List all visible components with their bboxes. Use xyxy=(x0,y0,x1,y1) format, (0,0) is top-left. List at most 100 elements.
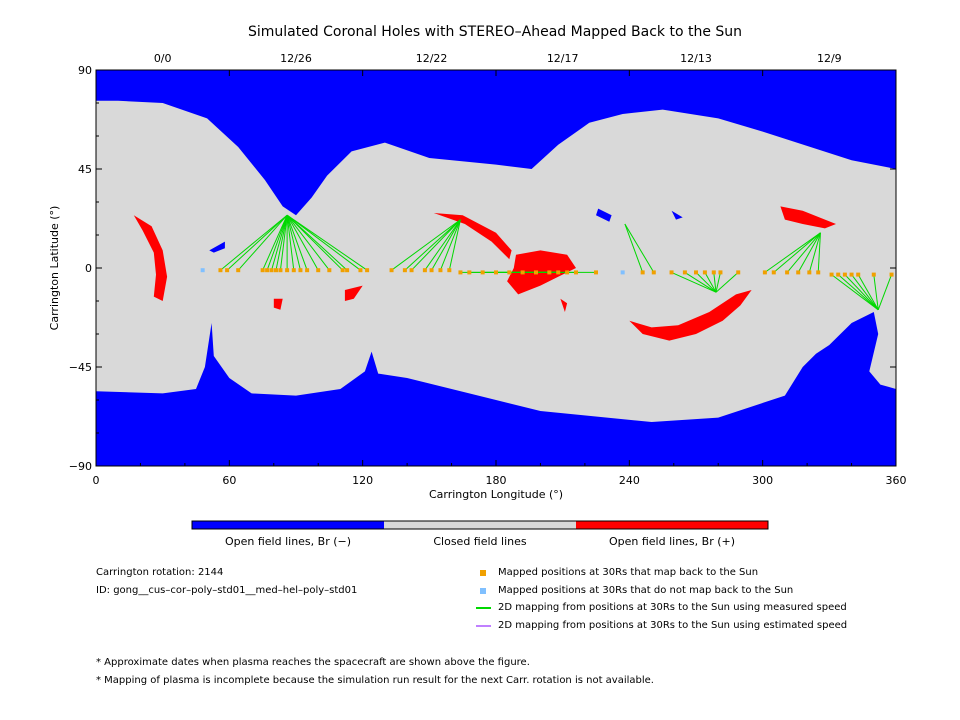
x-tick-label-360: 360 xyxy=(886,474,907,487)
open-positive-red-blob-2 xyxy=(780,206,836,229)
mapped-point-5 xyxy=(269,268,274,273)
x-axis: 0 60 120 180 240 300 360 xyxy=(93,70,907,487)
mapped-point-7 xyxy=(278,268,283,273)
top-date-label-5: 12/9 xyxy=(817,52,842,65)
mapping-line-38 xyxy=(624,223,655,273)
mapped-point-12 xyxy=(316,268,321,273)
note-dates: * Approximate dates when plasma reaches … xyxy=(96,657,530,668)
mapped-point-52 xyxy=(829,272,834,277)
mapping-line-57 xyxy=(873,274,879,310)
x-tick-label-180: 180 xyxy=(486,474,507,487)
mapped-point-17 xyxy=(365,268,370,273)
mapping-line-1 xyxy=(226,214,288,271)
top-date-axis: 0/0 12/26 12/22 12/17 12/13 12/9 xyxy=(154,52,842,65)
y-axis: −90 −45 0 45 90 xyxy=(69,64,896,473)
mapped-point-32 xyxy=(547,270,552,275)
mapped-point-30 xyxy=(520,270,525,275)
legend-item-mapped-label: Mapped positions at 30Rs that map back t… xyxy=(498,567,759,578)
colorbar-label-1: Closed field lines xyxy=(433,535,527,548)
mapped-point-8 xyxy=(285,268,290,273)
model-id: ID: gong__cus–cor–poly–std01__med–hel–po… xyxy=(96,585,358,596)
mapping-line-7 xyxy=(279,215,288,271)
mapping-line-21 xyxy=(424,219,461,271)
open-positive-red-small-1 xyxy=(273,298,283,310)
mapped-point-10 xyxy=(298,268,303,273)
unmapped-point-0 xyxy=(200,268,205,273)
legend-item-estimated-label: 2D mapping from positions at 30Rs to the… xyxy=(498,620,848,631)
mapped-point-16 xyxy=(358,268,363,273)
mapping-line-39 xyxy=(671,271,717,293)
mapping-line-10 xyxy=(286,215,301,271)
mapped-point-37 xyxy=(640,270,645,275)
y-tick-label--45: −45 xyxy=(69,361,92,374)
mapped-point-11 xyxy=(305,268,310,273)
top-date-label-4: 12/13 xyxy=(680,52,712,65)
mapping-line-50 xyxy=(808,232,821,273)
top-date-label-3: 12/17 xyxy=(547,52,579,65)
mapped-point-55 xyxy=(849,272,854,277)
open-negative-small-hole-2 xyxy=(596,208,612,222)
legend-item-measured-label: 2D mapping from positions at 30Rs to the… xyxy=(498,602,847,613)
mapped-point-39 xyxy=(669,270,674,275)
open-negative-small-hole-3 xyxy=(671,210,683,220)
mapped-point-34 xyxy=(565,270,570,275)
mapped-point-20 xyxy=(409,268,414,273)
mapped-point-42 xyxy=(702,270,707,275)
mapped-point-6 xyxy=(274,268,278,273)
mapped-point-0 xyxy=(218,268,223,273)
mapped-point-40 xyxy=(682,270,687,275)
open-negative-north-polar-hole xyxy=(96,70,896,216)
mapping-line-3 xyxy=(262,214,288,271)
mapping-line-41 xyxy=(695,272,717,293)
x-tick-label-240: 240 xyxy=(619,474,640,487)
mapping-line-17 xyxy=(286,214,368,271)
mapping-line-11 xyxy=(286,215,308,271)
open-negative-small-hole-1 xyxy=(209,241,225,253)
mapped-point-1 xyxy=(225,268,230,273)
legend-symbols xyxy=(476,570,491,627)
mapped-point-4 xyxy=(265,268,270,273)
x-axis-label: Carrington Longitude (°) xyxy=(429,488,563,501)
mapped-point-9 xyxy=(291,268,296,273)
mapping-line-45 xyxy=(715,272,739,293)
mapped-point-50 xyxy=(807,270,812,275)
colorbar-segment-2 xyxy=(576,521,768,529)
mapping-line-14 xyxy=(286,214,344,271)
legend-symbol-1 xyxy=(480,588,486,594)
open-positive-red-arc-2 xyxy=(433,213,512,260)
mapping-line-56 xyxy=(857,274,879,311)
mapping-line-6 xyxy=(275,215,288,271)
mapping-line-40 xyxy=(684,271,717,293)
open-positive-regions xyxy=(133,206,836,341)
colorbar-label-2: Open field lines, Br (+) xyxy=(609,535,735,548)
mapping-line-51 xyxy=(817,232,821,273)
mapped-point-2 xyxy=(236,268,241,273)
colorbar-segment-1 xyxy=(384,521,576,529)
mapped-point-14 xyxy=(340,268,345,273)
note-incomplete: * Mapping of plasma is incomplete becaus… xyxy=(96,675,654,686)
mapping-line-4 xyxy=(266,215,288,271)
legend-item-unmapped-label: Mapped positions at 30Rs that do not map… xyxy=(498,585,794,596)
x-tick-label-0: 0 xyxy=(93,474,100,487)
mapping-line-18 xyxy=(391,219,461,271)
chart-title: Simulated Coronal Holes with STEREO–Ahea… xyxy=(248,24,742,40)
mapping-line-58 xyxy=(877,274,893,310)
mapping-line-20 xyxy=(411,219,461,271)
colorbar: Open field lines, Br (−) Closed field lin… xyxy=(191,520,769,548)
open-positive-red-arc-3 xyxy=(629,290,752,341)
mapped-point-45 xyxy=(736,270,741,275)
mapping-line-52 xyxy=(831,274,879,311)
top-date-label-2: 12/22 xyxy=(416,52,448,65)
mapped-point-13 xyxy=(327,268,332,273)
x-tick-label-120: 120 xyxy=(352,474,373,487)
colorbar-frame xyxy=(191,520,769,530)
mapped-point-53 xyxy=(836,272,841,277)
top-date-label-0: 0/0 xyxy=(154,52,172,65)
mapped-point-19 xyxy=(402,268,407,273)
mapping-line-13 xyxy=(286,214,330,271)
mapping-line-12 xyxy=(286,214,319,271)
mapped-point-29 xyxy=(507,270,512,275)
mapped-point-58 xyxy=(889,272,894,277)
legend-symbol-0 xyxy=(480,570,486,576)
mapped-point-49 xyxy=(796,270,801,275)
